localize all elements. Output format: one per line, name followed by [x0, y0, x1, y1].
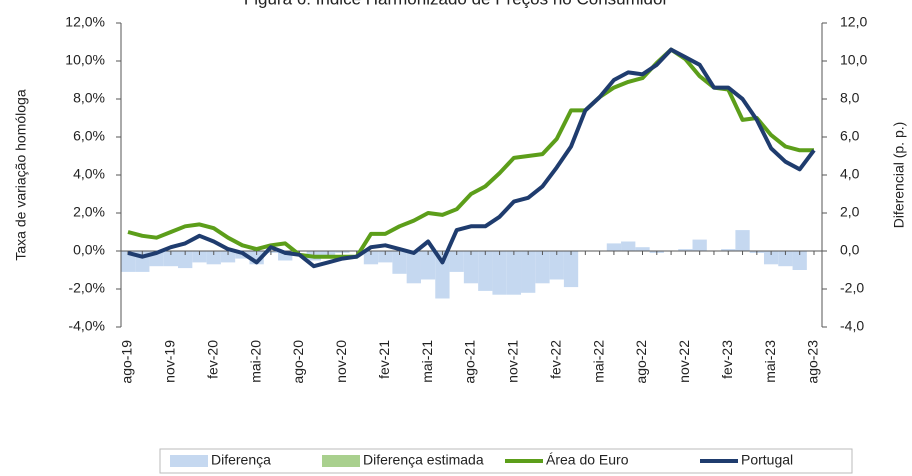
x-tick-label: mai-21 [419, 340, 435, 383]
x-tick-label: mai-22 [590, 340, 606, 383]
bar [206, 251, 221, 265]
bar [192, 251, 207, 263]
bar [178, 251, 193, 269]
bar [549, 251, 564, 280]
y2-tick-label: 2,0 [840, 204, 860, 220]
y-tick-label: 2,0% [73, 204, 105, 220]
x-tick-label: nov-21 [505, 340, 521, 383]
x-tick-label: nov-22 [676, 340, 692, 383]
bar [420, 251, 436, 280]
bar [792, 251, 807, 270]
y2-tick-label: 8,0 [840, 90, 860, 106]
bar [120, 251, 136, 272]
bar [363, 251, 379, 265]
y2-tick-label: 12,0 [840, 14, 867, 30]
x-tick-label: fev-20 [204, 340, 220, 379]
legend-label: Diferença estimada [363, 452, 484, 468]
y2-tick-label: 4,0 [840, 166, 860, 182]
y2-tick-label: 10,0 [840, 52, 867, 68]
y-tick-label: -4,0% [68, 318, 105, 334]
x-tick-label: nov-19 [162, 340, 178, 383]
bar [492, 251, 507, 295]
y2-tick-label: -4,0 [840, 318, 864, 334]
bar [449, 251, 464, 272]
bar [506, 251, 522, 295]
y-tick-label: 12,0% [65, 14, 105, 30]
bar [606, 243, 622, 251]
y-axis-label: Taxa de variação homóloga [13, 89, 29, 260]
bar [435, 251, 450, 299]
legend-label: Portugal [741, 452, 793, 468]
bar [763, 251, 779, 265]
bar [635, 247, 650, 251]
bar [692, 239, 707, 251]
bar [621, 241, 636, 251]
bar [463, 251, 479, 284]
bar [563, 251, 579, 288]
line [127, 47, 816, 269]
bar [220, 251, 236, 263]
bar [535, 251, 550, 284]
bar [163, 251, 179, 267]
chart-title: Figura 6: Índice Harmonizado de Preços n… [244, 0, 669, 8]
y2-tick-label: 0,0 [840, 242, 860, 258]
bar [521, 251, 536, 293]
bar [478, 251, 493, 291]
bar [778, 251, 793, 267]
line [127, 47, 814, 259]
x-tick-label: nov-20 [333, 340, 349, 383]
legend-swatch [170, 455, 208, 467]
bar [278, 251, 293, 261]
y-tick-label: 8,0% [73, 90, 105, 106]
x-tick-label: ago-19 [119, 340, 135, 384]
x-tick-label: fev-23 [719, 340, 735, 379]
bar [678, 249, 693, 251]
x-tick-label: ago-20 [290, 340, 306, 384]
x-tick-label: ago-21 [462, 340, 478, 384]
y2-axis-label: Diferencial (p. p.) [891, 122, 907, 229]
x-tick-label: ago-22 [633, 340, 649, 384]
bar [406, 251, 421, 284]
bar [735, 230, 750, 251]
x-tick-label: mai-23 [762, 340, 778, 383]
y-tick-label: 0,0% [73, 242, 105, 258]
x-tick-label: fev-22 [547, 340, 563, 379]
legend-box [159, 448, 853, 474]
legend-label: Diferença [211, 452, 271, 468]
legend-label: Área do Euro [546, 452, 629, 468]
y-tick-label: 10,0% [65, 52, 105, 68]
bar [721, 249, 736, 251]
x-tick-label: fev-21 [376, 340, 392, 379]
legend-swatch [322, 455, 360, 467]
y-tick-label: 6,0% [73, 128, 105, 144]
bar [378, 251, 393, 263]
x-tick-label: mai-20 [247, 340, 263, 383]
y-tick-label: -2,0% [68, 280, 105, 296]
bar [392, 251, 407, 274]
y2-tick-label: 6,0 [840, 128, 860, 144]
y2-tick-label: -2,0 [840, 280, 864, 296]
x-tick-label: ago-23 [805, 340, 821, 384]
y-tick-label: 4,0% [73, 166, 105, 182]
